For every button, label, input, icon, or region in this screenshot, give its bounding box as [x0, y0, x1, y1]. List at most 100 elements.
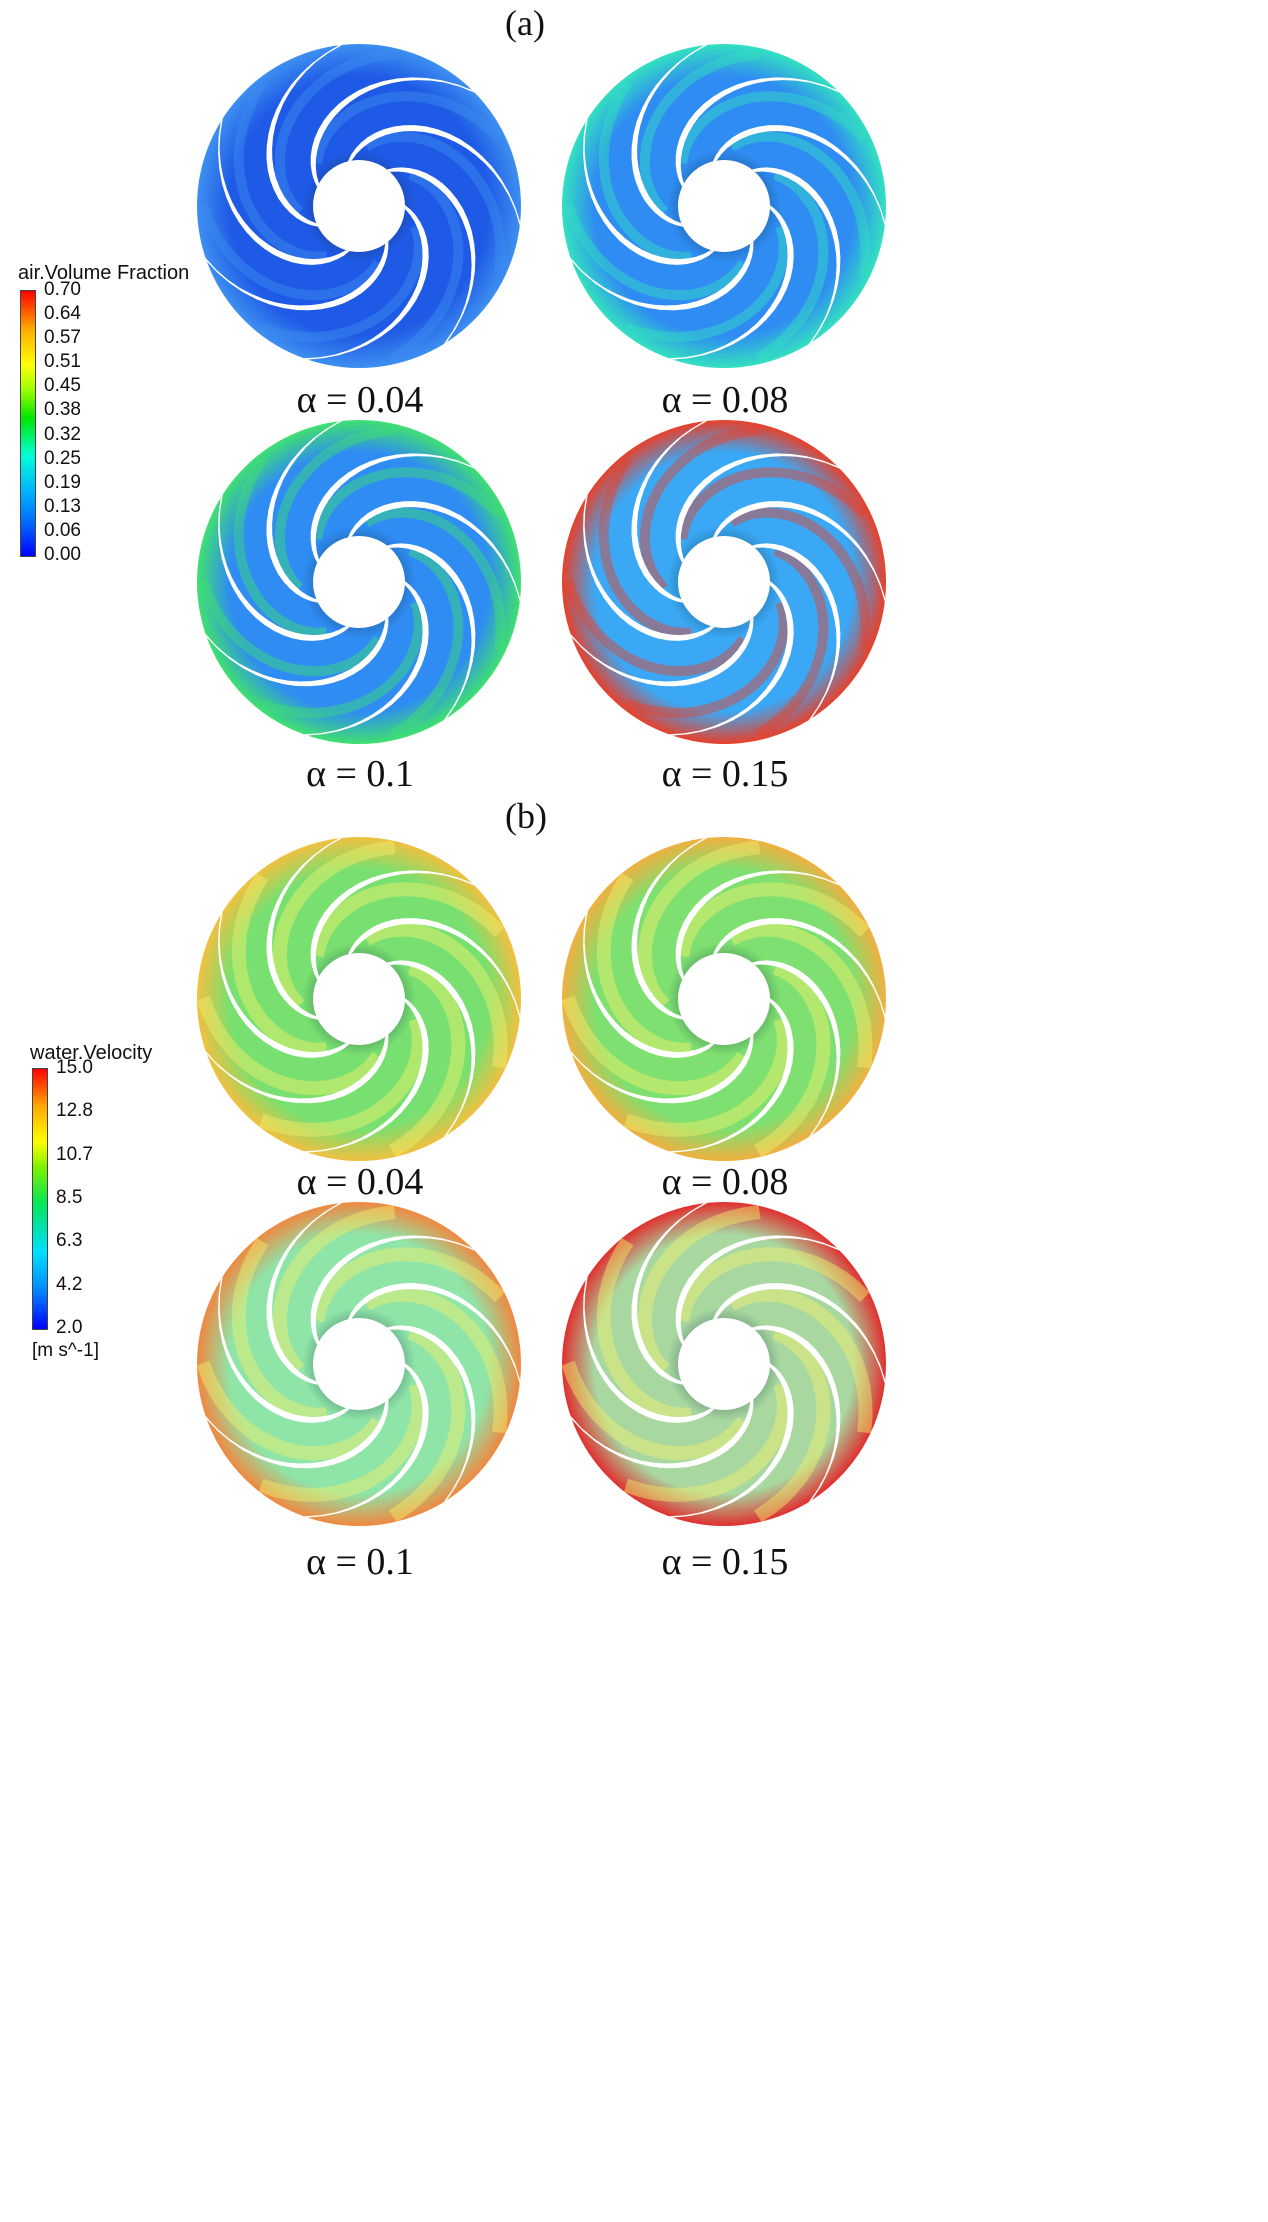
flow-band [755, 546, 829, 739]
flow-band [312, 91, 504, 164]
flow-band [233, 80, 327, 262]
flow-band [624, 601, 789, 718]
legend-b-tick: 8.5 [56, 1187, 83, 1208]
flow-band [729, 131, 871, 275]
impeller-blade [303, 998, 429, 1153]
impeller-blade [303, 1363, 429, 1518]
flow-band [563, 203, 748, 301]
flow-band [639, 425, 761, 592]
legend-a-tick: 0.25 [44, 447, 81, 469]
flow-band [596, 1237, 692, 1422]
flow-band [675, 882, 870, 958]
flow-band [388, 1326, 466, 1523]
legend-b-colorbar [32, 1068, 48, 1330]
caption-b-0: α = 0.04 [296, 1161, 424, 1203]
legend-a-tick: 0.70 [44, 279, 81, 300]
legend-a-tick: 0.32 [44, 423, 81, 445]
impeller-hub [313, 1318, 405, 1410]
impeller-blade [668, 998, 794, 1153]
flow-band [677, 91, 869, 164]
legend-a-tick: 0.19 [44, 471, 81, 493]
flow-band [598, 80, 692, 262]
flow-band [623, 1017, 791, 1137]
legend-b-tick: 12.8 [56, 1100, 93, 1122]
flow-band [729, 507, 871, 651]
impeller-blade [668, 1363, 794, 1518]
flow-band [310, 882, 505, 958]
flow-band [364, 507, 506, 651]
flow-band [258, 1017, 426, 1137]
flow-band [259, 225, 424, 342]
flow-band [274, 425, 396, 592]
flow-band [196, 1360, 384, 1461]
impeller-a-alpha-004 [195, 42, 523, 370]
flow-band [363, 1287, 508, 1434]
legend-a-tick: 0.57 [44, 327, 81, 349]
flow-band [728, 1287, 873, 1434]
legend-a-tick: 0.13 [44, 495, 81, 517]
impeller-hub [313, 953, 405, 1045]
legend-b-tick: 4.2 [56, 1273, 83, 1295]
panel-a-label: (a) [505, 3, 545, 43]
legend-a-tick: 0.64 [44, 303, 81, 325]
flow-band [561, 1360, 749, 1461]
flow-band [639, 49, 761, 216]
flow-band [310, 1247, 505, 1323]
flow-band [272, 1205, 396, 1375]
flow-band [753, 961, 831, 1158]
caption-a-2: α = 0.1 [306, 753, 414, 795]
legend-a-colorbar [20, 290, 36, 557]
impeller-a-alpha-008 [560, 42, 888, 370]
panel-b-label: (b) [505, 796, 547, 836]
legend-b-unit: [m s^-1] [32, 1340, 99, 1361]
legend-b-tick: 2.0 [56, 1317, 83, 1338]
impeller-hub [678, 536, 770, 628]
flow-band [274, 49, 396, 216]
flow-band [728, 922, 873, 1069]
impeller-blade [303, 581, 429, 736]
impeller-b-alpha-01 [195, 1200, 523, 1528]
legend-a-title: air.Volume Fraction [18, 262, 190, 284]
impeller-hub [678, 160, 770, 252]
flow-band [624, 225, 789, 342]
caption-b-1: α = 0.08 [661, 1161, 789, 1203]
flow-band [390, 170, 464, 363]
impeller-hub [678, 953, 770, 1045]
flow-band [363, 922, 508, 1069]
impeller-hub [313, 536, 405, 628]
flow-band [198, 579, 383, 677]
impeller-b-alpha-008 [560, 835, 888, 1163]
flow-band [677, 467, 869, 540]
flow-band [233, 456, 327, 638]
flow-band [637, 1205, 761, 1375]
impeller-blade [668, 581, 794, 736]
flow-band [563, 579, 748, 677]
legend-b-tick: 6.3 [56, 1230, 83, 1252]
legend-a-tick: 0.00 [44, 544, 81, 565]
legend-b-title: water.Velocity [30, 1042, 153, 1064]
legend-b-tick: 15.0 [56, 1057, 93, 1078]
legend-b-tick: 10.7 [56, 1143, 93, 1165]
flow-band [196, 995, 384, 1096]
caption-b-3: α = 0.15 [661, 1541, 789, 1583]
flow-band [637, 840, 761, 1010]
flow-band [388, 961, 466, 1158]
caption-b-2: α = 0.1 [306, 1541, 414, 1583]
impeller-hub [313, 160, 405, 252]
flow-band [675, 1247, 870, 1323]
flow-band [259, 601, 424, 718]
impeller-b-alpha-015 [560, 1200, 888, 1528]
impeller-a-alpha-01 [195, 418, 523, 746]
flow-band [390, 546, 464, 739]
legend-a-tick: 0.51 [44, 351, 81, 373]
flow-band [755, 170, 829, 363]
impeller-blade [668, 205, 794, 360]
impeller-b-alpha-004 [195, 835, 523, 1163]
flow-band [753, 1326, 831, 1523]
flow-band [312, 467, 504, 540]
flow-band [598, 456, 692, 638]
flow-band [231, 1237, 327, 1422]
legend-a-tick: 0.06 [44, 519, 81, 541]
flow-band [364, 131, 506, 275]
flow-band [198, 203, 383, 301]
